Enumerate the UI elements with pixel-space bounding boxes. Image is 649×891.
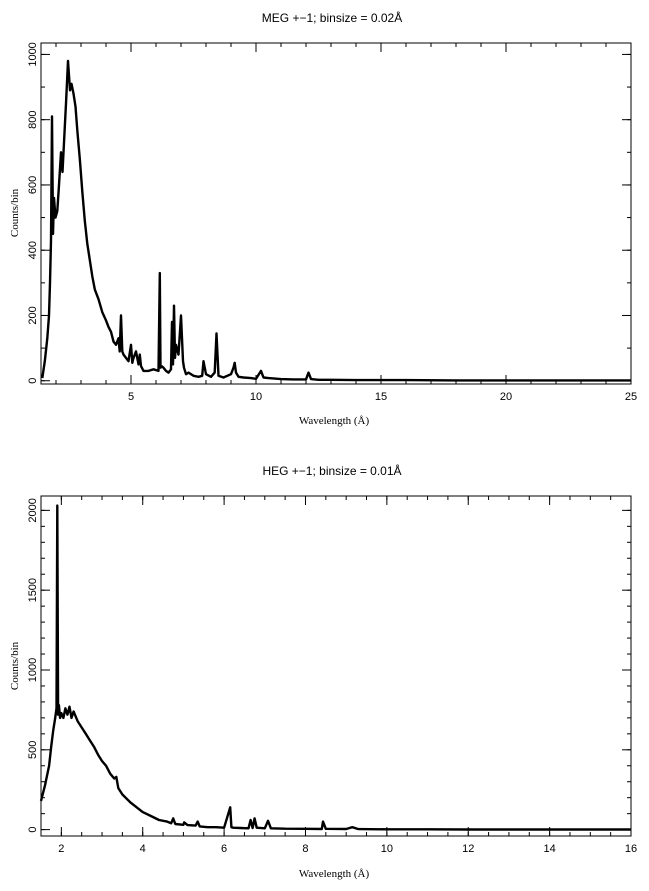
meg-x-tick-label: 25: [625, 391, 637, 403]
meg-tick-labels: 5 10 15 20 25 0 200 400 600 800 1000: [27, 42, 637, 403]
heg-x-tick-label: 14: [543, 843, 555, 855]
meg-y-tick-label: 600: [27, 176, 39, 194]
meg-spectrum-line: [41, 59, 631, 382]
meg-y-axis-label: Counts/bin: [9, 188, 21, 237]
meg-axis-ticks: [41, 43, 632, 384]
heg-x-tick-label: 16: [625, 843, 637, 855]
heg-y-tick-label: 0: [27, 827, 39, 833]
heg-y-tick-label: 1500: [27, 578, 39, 602]
meg-x-tick-label: 5: [128, 391, 134, 403]
heg-x-tick-label: 2: [58, 843, 64, 855]
meg-y-tick-label: 400: [27, 241, 39, 259]
meg-y-tick-label: 200: [27, 306, 39, 324]
heg-x-tick-label: 6: [221, 843, 227, 855]
meg-y-tick-label: 0: [27, 378, 39, 384]
heg-y-tick-label: 500: [27, 741, 39, 759]
heg-y-tick-label: 2000: [27, 498, 39, 522]
heg-x-tick-label: 4: [140, 843, 146, 855]
meg-y-tick-label: 1000: [27, 42, 39, 66]
meg-y-tick-label: 800: [27, 111, 39, 129]
heg-x-tick-label: 12: [462, 843, 474, 855]
heg-y-tick-label: 1000: [27, 658, 39, 682]
heg-axis-ticks: [40, 496, 632, 836]
meg-x-axis-label: Wavelength (Å): [299, 415, 370, 427]
heg-tick-labels: 2 4 6 8 10 12 14 16 0 500 1000 1500 2000: [27, 498, 637, 855]
meg-x-tick-label: 20: [500, 391, 512, 403]
meg-spectrum-panel: MEG +−1; binsize = 0.02Å 5 10 15 20 25 0 200 40…: [9, 10, 637, 427]
heg-x-axis-label: Wavelength (Å): [299, 868, 370, 880]
heg-spectrum-line: [39, 504, 631, 831]
meg-chart-title: MEG +−1; binsize = 0.02Å: [262, 10, 402, 25]
heg-plot-frame: [40, 495, 632, 837]
heg-x-tick-label: 10: [381, 843, 393, 855]
meg-x-tick-label: 10: [250, 391, 262, 403]
heg-spectrum-panel: HEG +−1; binsize = 0.01Å 2 4 6 8 10 12 14 16 0 50…: [9, 463, 637, 880]
meg-x-tick-label: 15: [375, 391, 387, 403]
heg-y-axis-label: Counts/bin: [9, 641, 21, 690]
meg-plot-frame: [40, 42, 632, 385]
heg-chart-title: HEG +−1; binsize = 0.01Å: [262, 463, 401, 478]
heg-x-tick-label: 8: [302, 843, 308, 855]
